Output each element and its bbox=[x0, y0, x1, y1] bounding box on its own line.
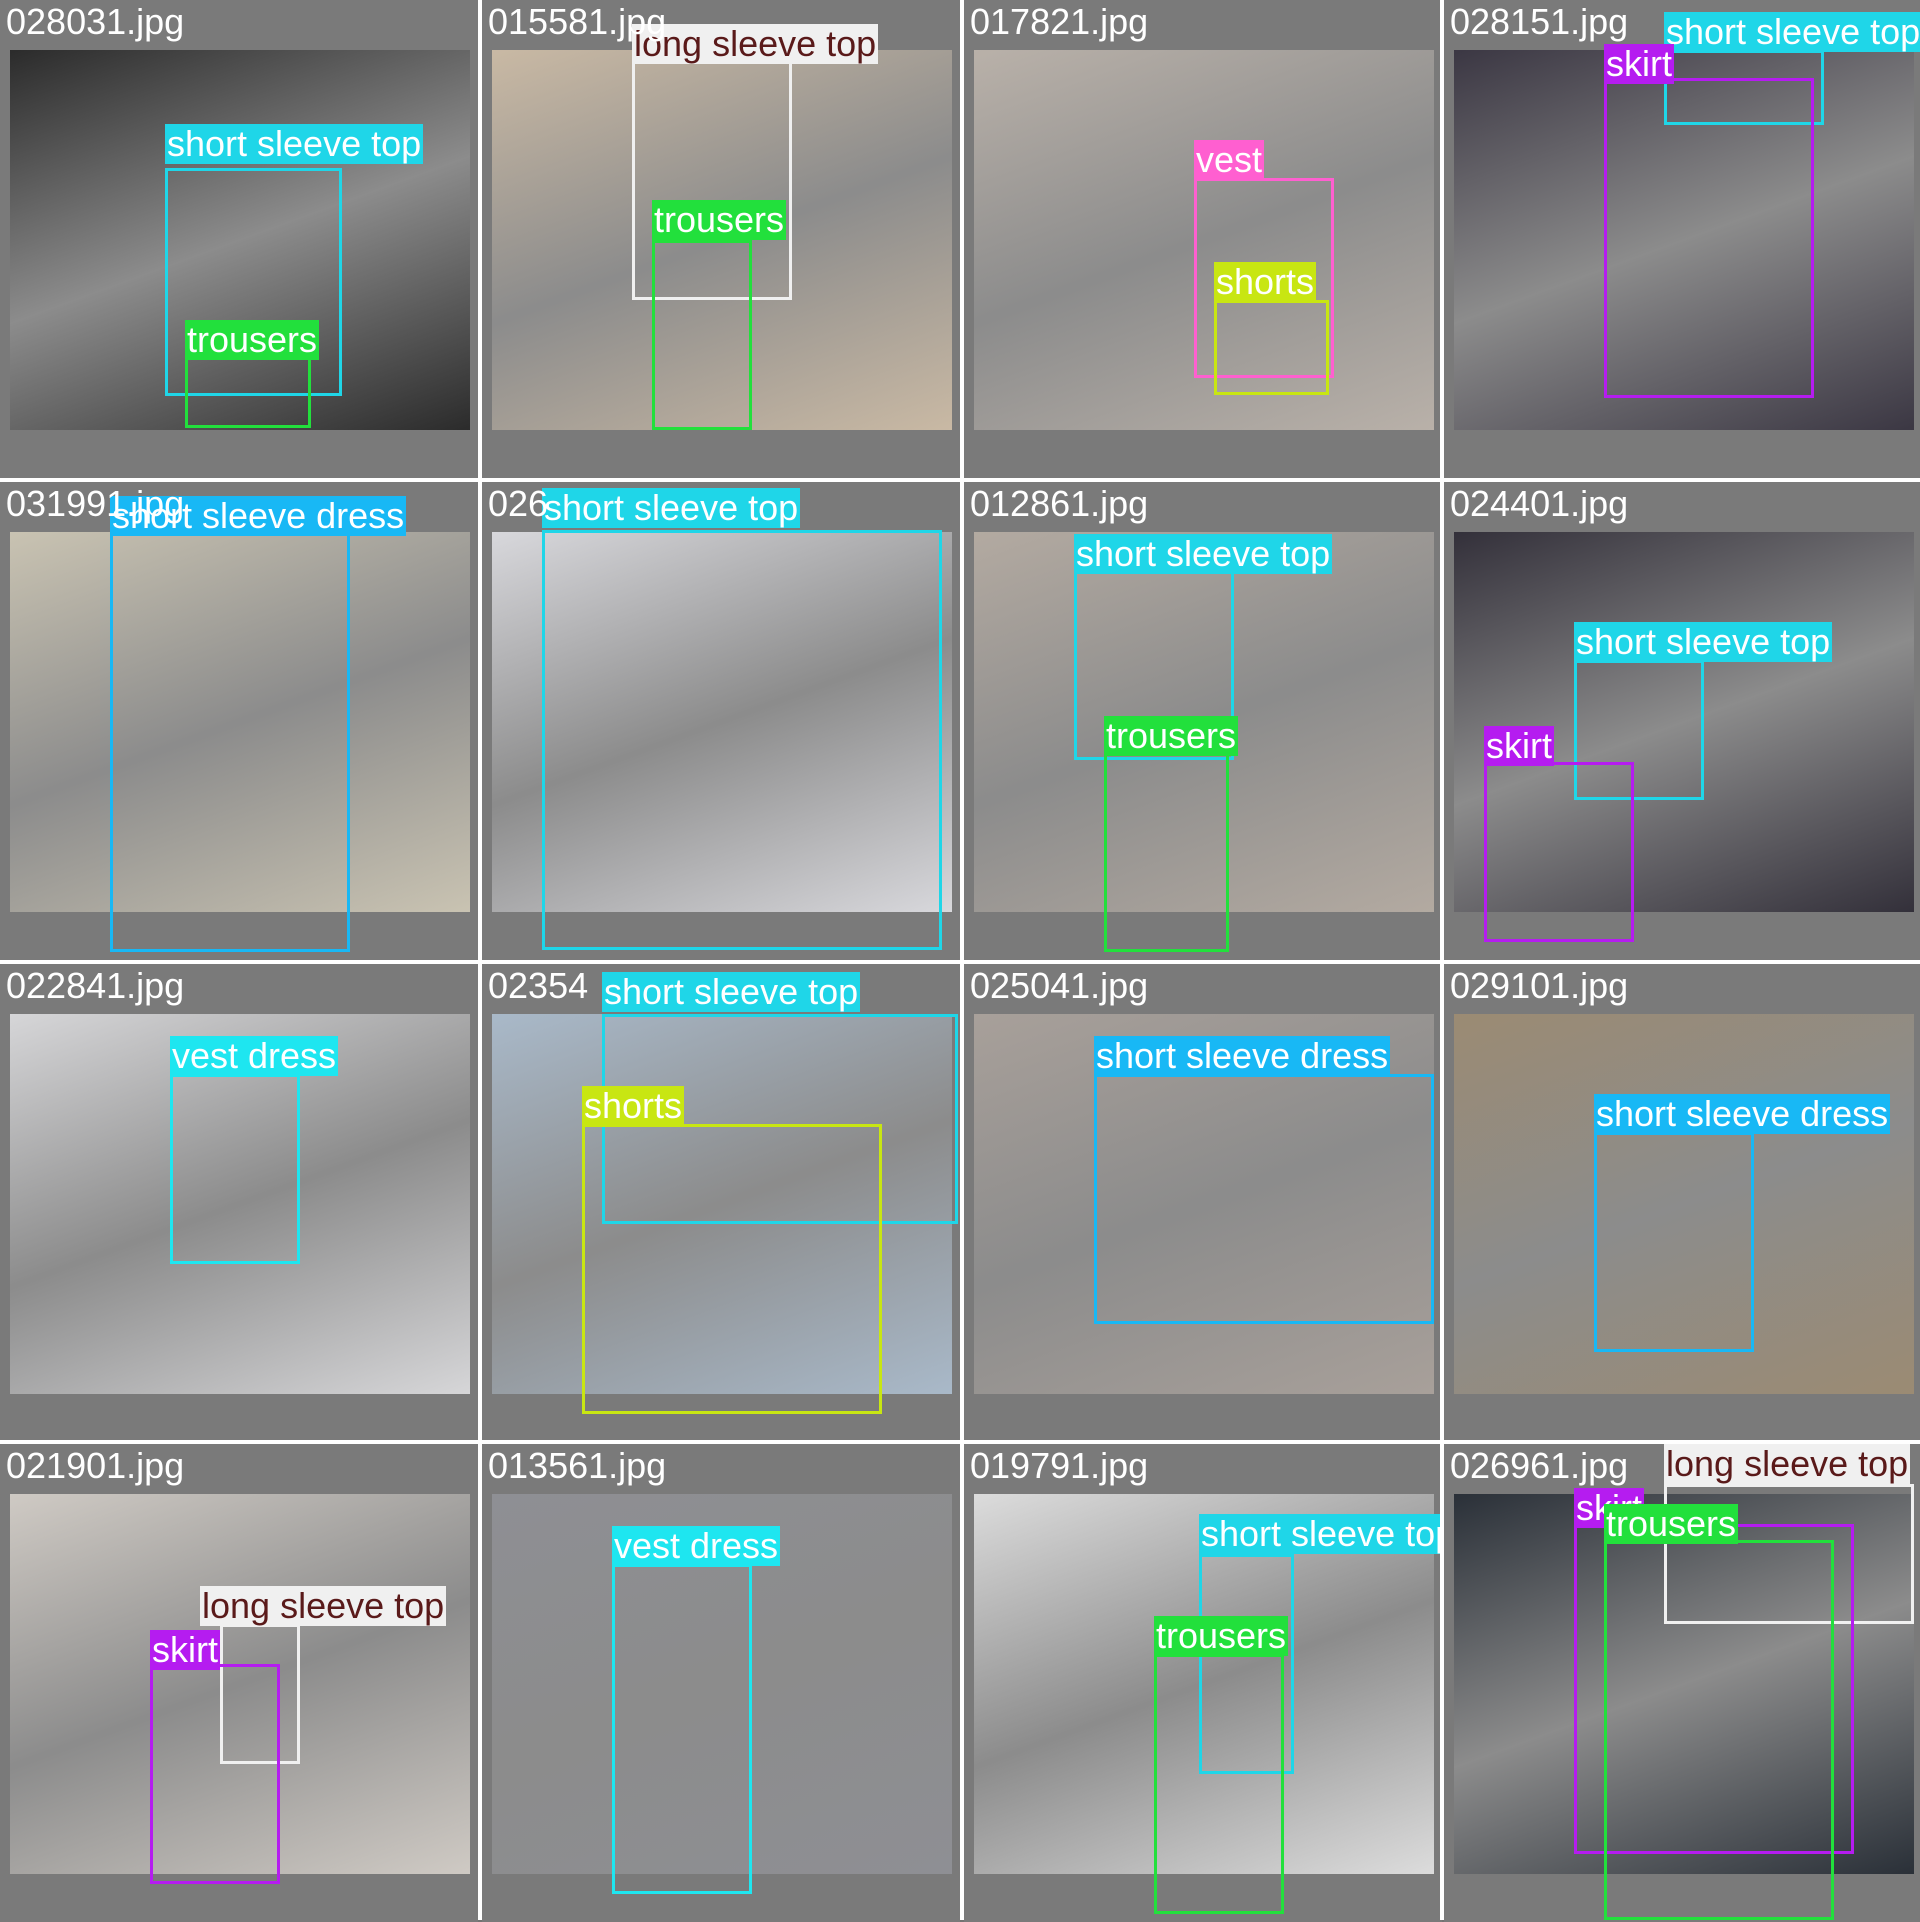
tile-filename: 026961.jpg bbox=[1450, 1445, 1629, 1486]
detection-box bbox=[110, 530, 350, 952]
mosaic-tile: 017821.jpg vest shorts bbox=[964, 0, 1442, 478]
mosaic-tile: 013561.jpg vest dress bbox=[482, 1444, 960, 1922]
detection-label: vest dress bbox=[170, 1036, 339, 1076]
tile-filename: 019791.jpg bbox=[970, 1445, 1149, 1486]
tile-filename: 026 bbox=[488, 483, 549, 524]
tile-photo bbox=[10, 1014, 470, 1394]
tile-filename: 022841.jpg bbox=[6, 965, 185, 1006]
detection-box bbox=[612, 1564, 752, 1894]
detection-label: skirt bbox=[150, 1630, 220, 1670]
tile-photo bbox=[10, 532, 470, 912]
detection-box bbox=[1094, 1074, 1434, 1324]
grid-separator bbox=[0, 960, 1920, 964]
tile-filename: 028031.jpg bbox=[6, 1, 185, 42]
detection-label: trousers bbox=[1604, 1504, 1739, 1544]
mosaic-tile: 021901.jpg long sleeve top skirt bbox=[0, 1444, 478, 1922]
tile-photo bbox=[974, 50, 1434, 430]
detection-label: long sleeve top bbox=[632, 24, 879, 64]
tile-photo bbox=[492, 1014, 952, 1394]
detection-label: shorts bbox=[1214, 262, 1317, 302]
tile-photo bbox=[1454, 50, 1914, 430]
tile-filename: 013561.jpg bbox=[488, 1445, 667, 1486]
tile-filename: 015581.jpg bbox=[488, 1, 667, 42]
detection-box bbox=[1104, 752, 1229, 952]
tile-photo bbox=[1454, 1494, 1914, 1874]
mosaic-tile: 02354 short sleeve top shorts bbox=[482, 964, 960, 1442]
detection-label: short sleeve dress bbox=[1594, 1094, 1891, 1134]
tile-photo bbox=[974, 1494, 1434, 1874]
detection-label: short sleeve top bbox=[1199, 1514, 1442, 1554]
tile-filename: 012861.jpg bbox=[970, 483, 1149, 524]
mosaic-tile: 031991.jpg short sleeve dress bbox=[0, 482, 478, 960]
detection-box bbox=[150, 1664, 280, 1884]
detection-box bbox=[1199, 1554, 1294, 1774]
detection-box bbox=[165, 168, 342, 396]
detection-label: trousers bbox=[1104, 716, 1239, 756]
detection-box bbox=[542, 530, 942, 950]
detection-box bbox=[652, 240, 752, 430]
grid-separator bbox=[0, 1440, 1920, 1444]
detection-label: short sleeve top bbox=[165, 124, 424, 164]
tile-photo bbox=[492, 532, 952, 912]
mosaic-tile: 024401.jpg short sleeve top skirt bbox=[1444, 482, 1920, 960]
mosaic-tile: 015581.jpg long sleeve top trousers bbox=[482, 0, 960, 478]
detection-label: long sleeve top bbox=[200, 1586, 447, 1626]
detection-label: short sleeve top bbox=[1574, 622, 1833, 662]
mosaic-tile: 029101.jpg short sleeve dress bbox=[1444, 964, 1920, 1442]
detection-box bbox=[1604, 1540, 1834, 1920]
detection-label: vest dress bbox=[612, 1526, 781, 1566]
tile-filename: 017821.jpg bbox=[970, 1, 1149, 42]
tile-filename: 021901.jpg bbox=[6, 1445, 185, 1486]
tile-photo bbox=[974, 1014, 1434, 1394]
tile-filename: 02354 bbox=[488, 965, 589, 1006]
grid-separator bbox=[0, 478, 1920, 482]
detection-label: trousers bbox=[185, 320, 320, 360]
detection-label: trousers bbox=[1154, 1616, 1289, 1656]
detection-box bbox=[1594, 1132, 1754, 1352]
detection-label: short sleeve top bbox=[542, 488, 801, 528]
detection-label: short sleeve dress bbox=[110, 496, 407, 536]
detection-label: short sleeve dress bbox=[1094, 1036, 1391, 1076]
mosaic-tile: 022841.jpg vest dress bbox=[0, 964, 478, 1442]
detection-label: short sleeve top bbox=[602, 972, 861, 1012]
tile-filename: 031991.jpg bbox=[6, 483, 185, 524]
detection-box bbox=[1214, 300, 1329, 395]
detection-label: short sleeve top bbox=[1664, 12, 1920, 52]
detection-box bbox=[170, 1074, 300, 1264]
mosaic-tile: 019791.jpg short sleeve top trousers bbox=[964, 1444, 1442, 1922]
detection-label: skirt bbox=[1604, 44, 1674, 84]
tile-photo bbox=[10, 1494, 470, 1874]
detection-label: long sleeve top bbox=[1664, 1444, 1911, 1484]
tile-photo bbox=[1454, 532, 1914, 912]
mosaic-tile: 026 short sleeve top bbox=[482, 482, 960, 960]
tile-filename: 028151.jpg bbox=[1450, 1, 1629, 42]
detection-box bbox=[1154, 1654, 1284, 1914]
detection-box bbox=[1604, 78, 1814, 398]
mosaic-tile: 012861.jpg short sleeve top trousers bbox=[964, 482, 1442, 960]
tile-photo bbox=[1454, 1014, 1914, 1394]
tile-filename: 025041.jpg bbox=[970, 965, 1149, 1006]
tile-filename: 029101.jpg bbox=[1450, 965, 1629, 1006]
detection-box bbox=[1484, 762, 1634, 942]
detection-label: shorts bbox=[582, 1086, 685, 1126]
detection-label: skirt bbox=[1484, 726, 1554, 766]
detection-label: short sleeve top bbox=[1074, 534, 1333, 574]
detection-box bbox=[582, 1124, 882, 1414]
tile-photo bbox=[10, 50, 470, 430]
mosaic-tile: 028031.jpg short sleeve top trousers bbox=[0, 0, 478, 478]
detection-box bbox=[1664, 1484, 1914, 1624]
tile-filename: 024401.jpg bbox=[1450, 483, 1629, 524]
detection-label: vest bbox=[1194, 140, 1265, 180]
mosaic-tile: 028151.jpg short sleeve top skirt bbox=[1444, 0, 1920, 478]
mosaic-tile: 025041.jpg short sleeve dress bbox=[964, 964, 1442, 1442]
detection-label: trousers bbox=[652, 200, 787, 240]
